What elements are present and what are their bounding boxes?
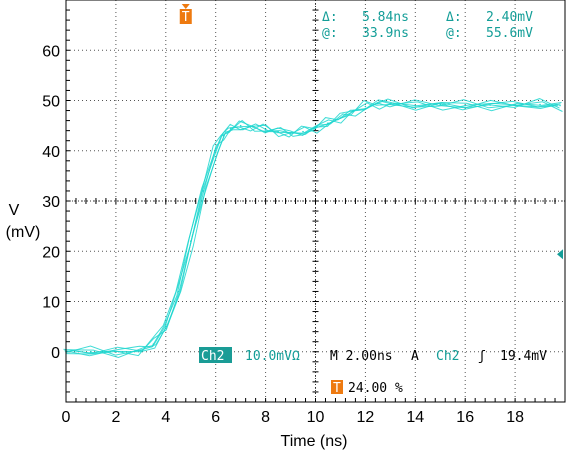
data-point <box>414 104 417 107</box>
delta-x-value: 5.84ns <box>362 10 409 25</box>
trigger-time-marker-icon: T <box>179 4 192 25</box>
y-tick-label: 20 <box>42 244 60 261</box>
trigger-level: 19.4mV <box>500 349 547 364</box>
data-point <box>115 350 117 353</box>
data-point <box>464 104 467 107</box>
data-point <box>264 128 267 131</box>
x-tick-label: 2 <box>111 409 120 426</box>
x-tick-label: 0 <box>62 409 71 426</box>
delta-x-symbol: Δ: <box>322 10 338 25</box>
x-tick-label: 12 <box>357 409 375 426</box>
data-point <box>239 124 242 127</box>
trigger-time-marker-label: T <box>182 10 190 25</box>
data-point <box>314 127 317 129</box>
data-point <box>327 122 329 124</box>
data-point <box>302 130 304 133</box>
data-point <box>202 190 205 192</box>
data-point <box>489 104 491 106</box>
y-tick-label: 0 <box>51 345 60 362</box>
waveform-trace <box>65 98 560 356</box>
trigger-level-arrow-icon <box>557 249 563 260</box>
plot-frame <box>65 0 566 403</box>
x-tick-label: 4 <box>161 409 170 426</box>
data-point <box>439 103 442 106</box>
data-point <box>377 102 379 105</box>
x-tick-label: 8 <box>261 409 270 426</box>
x-tick-label: 6 <box>211 409 220 426</box>
y-tick-label: 40 <box>42 144 60 161</box>
vertical-scale: 10.0mVΩ <box>245 349 300 364</box>
scope-status: Ch2 10.0mVΩ M 2.00ns A Ch2 ʃ 19.4mV T 24… <box>199 347 547 396</box>
data-point <box>339 117 342 119</box>
data-point <box>352 110 354 113</box>
trigger-mode: A <box>411 349 419 364</box>
data-point <box>514 104 516 107</box>
delta-y-symbol: Δ: <box>446 10 462 25</box>
trace-layer <box>63 98 563 359</box>
data-point <box>277 130 279 133</box>
data-point <box>389 103 392 105</box>
grid-layer <box>65 0 566 403</box>
x-axis-label: Time (ns) <box>281 433 348 450</box>
data-point <box>539 103 541 106</box>
y-axis-label-line1: V <box>9 202 20 219</box>
at-x-symbol: @: <box>322 26 338 41</box>
timebase: M 2.00ns <box>330 349 393 364</box>
data-point <box>90 350 92 353</box>
data-point <box>222 134 224 137</box>
y-axis-label-line2: (mV) <box>6 224 41 241</box>
data-point <box>364 105 367 108</box>
x-tick-label: 18 <box>506 409 524 426</box>
trigger-slope-icon: ʃ <box>478 349 486 364</box>
data-point <box>289 132 292 134</box>
y-tick-label: 30 <box>42 194 60 211</box>
data-point <box>189 240 192 242</box>
waveform-trace <box>64 99 559 357</box>
data-point <box>252 126 254 128</box>
data-point <box>177 290 180 293</box>
trigger-position-icon: T <box>333 381 341 396</box>
channel-badge: Ch2 <box>201 349 224 364</box>
channel-badge-bg <box>199 347 232 363</box>
waveform-trace <box>66 99 561 355</box>
tick-layer: 0 2 4 6 8 10 12 14 16 18 0 10 20 30 40 50 60 <box>42 43 524 426</box>
y-tick-label: 60 <box>42 43 60 60</box>
data-point <box>559 104 561 107</box>
y-tick-label: 10 <box>42 295 60 312</box>
waveform-trace <box>67 101 562 355</box>
x-tick-label: 10 <box>307 409 325 426</box>
data-point <box>229 127 232 129</box>
data-point <box>214 149 217 152</box>
data-point <box>140 349 142 352</box>
delta-y-value: 2.40mV <box>486 10 533 25</box>
waveform-trace <box>68 100 563 359</box>
at-y-symbol: @: <box>446 26 462 41</box>
cursor-readout: Δ: 5.84ns Δ: 2.40mV @: 33.9ns @: 55.6mV <box>322 10 533 41</box>
waveform-trace <box>63 98 558 357</box>
at-x-value: 33.9ns <box>362 26 409 41</box>
at-y-value: 55.6mV <box>486 26 533 41</box>
trigger-channel: Ch2 <box>436 349 459 364</box>
x-tick-label: 16 <box>456 409 474 426</box>
data-point <box>152 343 155 346</box>
data-point <box>165 325 167 328</box>
x-tick-label: 14 <box>406 409 424 426</box>
trigger-position: 24.00 % <box>348 381 403 396</box>
trigger-position-icon-bg <box>331 380 343 394</box>
y-tick-label: 50 <box>42 94 60 111</box>
